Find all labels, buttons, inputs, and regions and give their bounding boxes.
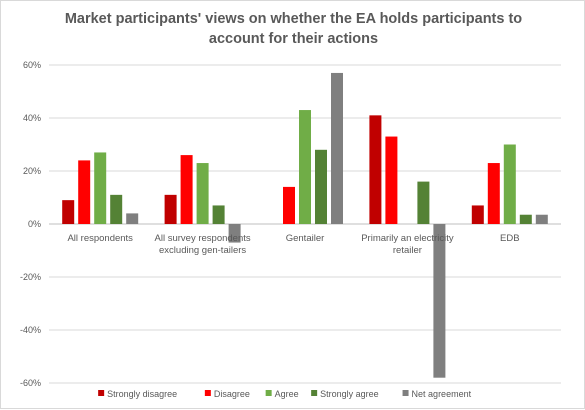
y-tick-label: -40% (20, 325, 41, 335)
legend-swatch (98, 390, 105, 396)
category-label: Gentailer (286, 233, 325, 244)
category-label: Primarily an electricity (361, 233, 454, 244)
bar (180, 155, 193, 224)
bar (78, 160, 91, 224)
bar (212, 205, 225, 224)
y-tick-label: 60% (23, 60, 41, 70)
category-label: EDB (500, 233, 520, 244)
category-label: retailer (393, 245, 422, 256)
bar (94, 152, 107, 224)
bar (433, 224, 446, 378)
legend-swatch (265, 390, 272, 396)
bar (385, 136, 398, 224)
y-tick-label: -20% (20, 272, 41, 282)
legend-label: Agree (275, 389, 299, 399)
bar (471, 205, 484, 224)
legend-label: Disagree (214, 389, 250, 399)
bar (228, 224, 241, 243)
y-tick-label: -60% (20, 378, 41, 388)
bar (535, 214, 548, 224)
category-label: All survey respondents (155, 233, 251, 244)
bar (417, 181, 430, 224)
chart-title-line-2: account for their actions (208, 31, 379, 47)
y-tick-label: 20% (23, 166, 41, 176)
legend-label: Strongly disagree (107, 389, 177, 399)
bar (487, 163, 500, 224)
category-label: All respondents (67, 233, 133, 244)
chart-title: Market participants' views on whether th… (1, 9, 585, 49)
bar (62, 200, 75, 224)
category-label: excluding gen-tailers (159, 245, 246, 256)
bar (299, 110, 311, 224)
bar (369, 115, 382, 224)
legend-swatch (204, 390, 211, 396)
bar (126, 213, 139, 224)
legend-label: Strongly agree (320, 389, 379, 399)
legend-label: Net agreement (412, 389, 472, 399)
chart-title-line-1: Market participants' views on whether th… (64, 11, 523, 27)
legend-swatch (402, 390, 409, 396)
y-tick-label: 40% (23, 113, 41, 123)
bar (331, 72, 343, 224)
legend-swatch (311, 390, 318, 396)
bar (519, 214, 532, 224)
y-tick-label: 0% (28, 219, 41, 229)
bar (503, 144, 516, 224)
bar (110, 194, 123, 224)
bar (283, 186, 295, 224)
bar (196, 163, 209, 224)
bar (315, 149, 327, 224)
bar (164, 194, 177, 224)
